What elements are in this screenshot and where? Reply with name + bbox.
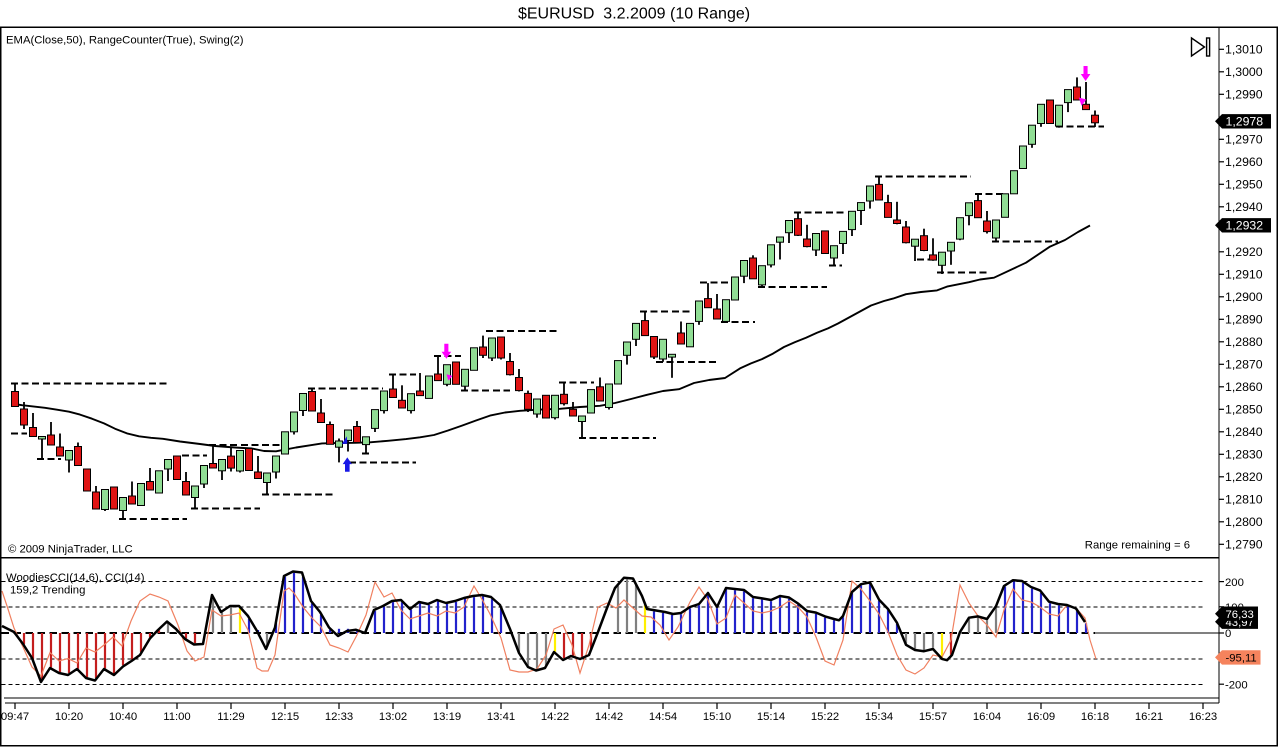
svg-text:1,2810: 1,2810	[1225, 493, 1263, 507]
svg-text:1,2830: 1,2830	[1225, 448, 1263, 462]
svg-text:0: 0	[1225, 628, 1231, 640]
svg-text:12:15: 12:15	[271, 711, 299, 723]
svg-text:WoodiesCCI(14,6), CCI(14): WoodiesCCI(14,6), CCI(14)	[6, 572, 145, 584]
svg-text:1,2940: 1,2940	[1225, 200, 1263, 214]
svg-text:16:23: 16:23	[1189, 711, 1217, 723]
svg-text:1,2910: 1,2910	[1225, 268, 1263, 282]
svg-text:1,2850: 1,2850	[1225, 403, 1263, 417]
svg-text:1,2950: 1,2950	[1225, 178, 1263, 192]
svg-text:14:22: 14:22	[541, 711, 569, 723]
svg-text:15:57: 15:57	[919, 711, 947, 723]
svg-text:16:09: 16:09	[1027, 711, 1055, 723]
svg-text:09:47: 09:47	[1, 711, 29, 723]
svg-text:11:00: 11:00	[163, 711, 190, 723]
svg-text:1,2790: 1,2790	[1225, 538, 1263, 552]
svg-text:15:10: 15:10	[703, 711, 731, 723]
svg-text:1,2870: 1,2870	[1225, 358, 1263, 372]
svg-text:13:19: 13:19	[433, 711, 461, 723]
svg-text:1,2970: 1,2970	[1225, 133, 1263, 147]
svg-text:1,2840: 1,2840	[1225, 425, 1263, 439]
svg-text:1,2978: 1,2978	[1226, 115, 1264, 129]
svg-text:1,2890: 1,2890	[1225, 313, 1263, 327]
svg-text:14:42: 14:42	[595, 711, 623, 723]
svg-text:200: 200	[1225, 577, 1244, 589]
svg-text:10:40: 10:40	[109, 711, 137, 723]
svg-text:1,2880: 1,2880	[1225, 335, 1263, 349]
svg-text:Range remaining = 6: Range remaining = 6	[1085, 540, 1190, 552]
svg-text:1,2860: 1,2860	[1225, 380, 1263, 394]
svg-text:1,2960: 1,2960	[1225, 155, 1263, 169]
svg-text:12:33: 12:33	[325, 711, 353, 723]
svg-text:-200: -200	[1225, 679, 1248, 691]
svg-text:1,2800: 1,2800	[1225, 515, 1263, 529]
svg-text:16:04: 16:04	[973, 711, 1001, 723]
svg-text:10:20: 10:20	[55, 711, 83, 723]
svg-text:15:34: 15:34	[865, 711, 893, 723]
svg-text:1,2920: 1,2920	[1225, 245, 1263, 259]
svg-text:1,2900: 1,2900	[1225, 290, 1263, 304]
svg-text:1,2932: 1,2932	[1226, 219, 1264, 233]
svg-text:159,2 Trending: 159,2 Trending	[10, 585, 85, 597]
svg-text:14:54: 14:54	[649, 711, 677, 723]
svg-text:16:21: 16:21	[1135, 711, 1163, 723]
svg-text:76,33: 76,33	[1226, 609, 1254, 621]
svg-text:$EURUSD 3.2.2009 (10 Range): $EURUSD 3.2.2009 (10 Range)	[518, 6, 750, 23]
svg-text:-95,11: -95,11	[1226, 653, 1257, 665]
svg-text:© 2009 NinjaTrader, LLC: © 2009 NinjaTrader, LLC	[8, 544, 133, 556]
svg-text:1,2820: 1,2820	[1225, 470, 1263, 484]
svg-text:15:14: 15:14	[757, 711, 785, 723]
svg-text:1,3010: 1,3010	[1225, 43, 1263, 57]
svg-text:1,3000: 1,3000	[1225, 65, 1263, 79]
svg-text:EMA(Close,50), RangeCounter(Tr: EMA(Close,50), RangeCounter(True), Swing…	[6, 35, 244, 47]
svg-text:13:02: 13:02	[379, 711, 407, 723]
svg-text:13:41: 13:41	[487, 711, 515, 723]
svg-text:11:29: 11:29	[217, 711, 244, 723]
svg-text:15:22: 15:22	[811, 711, 839, 723]
svg-text:1,2990: 1,2990	[1225, 88, 1263, 102]
svg-text:16:18: 16:18	[1081, 711, 1109, 723]
